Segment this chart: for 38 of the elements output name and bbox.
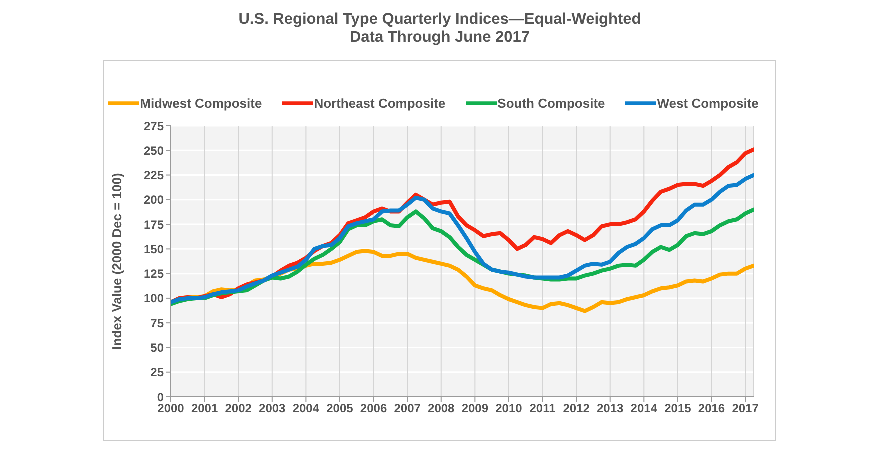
y-tick-label: 225 xyxy=(144,168,164,183)
y-tick-label: 125 xyxy=(144,267,164,282)
chart-subtitle: Data Through June 2017 xyxy=(348,29,531,47)
y-tick-label: 250 xyxy=(144,144,164,158)
x-tick-label: 2009 xyxy=(462,402,489,416)
y-tick-label: 25 xyxy=(150,366,164,380)
legend-label: South Composite xyxy=(498,96,606,111)
x-tick-label: 2001 xyxy=(191,402,218,416)
y-tick-label: 175 xyxy=(144,218,164,232)
x-tick-label: 2016 xyxy=(698,402,726,416)
y-tick-label: 200 xyxy=(144,193,164,208)
line-series xyxy=(171,173,754,304)
x-tick-label: 2002 xyxy=(225,402,252,416)
y-tick-label: 275 xyxy=(144,119,164,134)
x-tick-label: 2010 xyxy=(496,402,523,416)
x-tick-label: 2008 xyxy=(428,402,456,416)
legend-label: West Composite xyxy=(657,96,759,111)
x-tick-label: 2000 xyxy=(158,402,185,416)
x-tick-label: 2005 xyxy=(326,402,354,416)
x-tick-label: 2013 xyxy=(597,402,624,416)
x-tick-label: 2007 xyxy=(394,402,422,416)
y-tick-label: 50 xyxy=(150,340,164,355)
x-tick-label: 2014 xyxy=(630,402,658,416)
legend-label: Northeast Composite xyxy=(314,96,446,111)
chart-title: U.S. Regional Type Quarterly Indices—Equal-Weighted xyxy=(238,11,642,29)
y-tick-label: 150 xyxy=(144,242,164,256)
y-tick-label: 0 xyxy=(157,390,164,404)
legend-label: Midwest Composite xyxy=(140,96,262,111)
x-tick-label: 2006 xyxy=(360,402,388,416)
x-tick-label: 2012 xyxy=(563,402,590,416)
x-tick-label: 2015 xyxy=(664,402,692,416)
x-tick-label: 2004 xyxy=(292,402,320,416)
y-axis-title: Index Value (2000 Dec = 100) xyxy=(110,173,125,350)
y-tick-label: 75 xyxy=(150,316,164,330)
x-tick-label: 2011 xyxy=(530,402,556,416)
x-tick-label: 2003 xyxy=(259,402,286,416)
x-tick-label: 2017 xyxy=(732,402,760,416)
y-tick-label: 100 xyxy=(144,292,164,306)
